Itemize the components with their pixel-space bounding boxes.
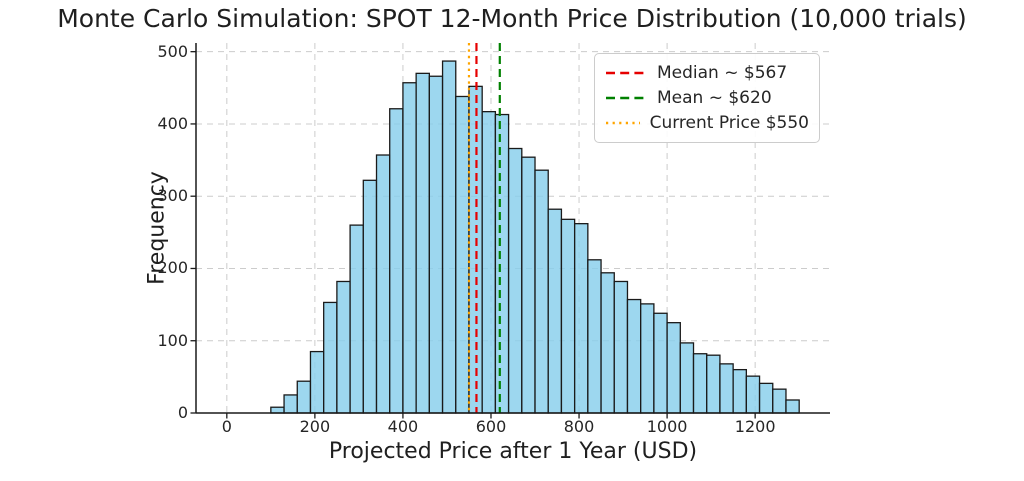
- histogram-bar: [428, 75, 444, 414]
- histogram-bar: [772, 388, 787, 414]
- legend: Median ~ $567 Mean ~ $620 Current Price $5…: [594, 53, 820, 143]
- x-tick-label: 0: [221, 417, 232, 436]
- y-tick-label: 200: [157, 258, 188, 278]
- histogram-bar: [745, 375, 761, 414]
- histogram-bar: [415, 72, 430, 414]
- histogram-bar: [653, 312, 668, 414]
- current-price-line-legend-sample: [606, 121, 640, 125]
- y-tick-label: 300: [157, 186, 188, 206]
- y-tick-label: 0: [177, 403, 188, 422]
- histogram-bar: [402, 82, 417, 414]
- x-tick-label: 800: [563, 417, 595, 436]
- legend-label: Median ~ $567: [657, 63, 788, 83]
- histogram-bar: [441, 60, 457, 414]
- x-tick-label: 1200: [734, 417, 776, 436]
- histogram-bar: [389, 108, 404, 414]
- histogram-bar: [587, 259, 602, 414]
- histogram-bar: [521, 156, 536, 414]
- histogram-bar: [547, 208, 563, 414]
- histogram-bar: [375, 154, 391, 414]
- histogram-bar: [719, 363, 734, 414]
- median-line-legend-sample: [606, 71, 646, 75]
- legend-label: Current Price $550: [649, 113, 809, 133]
- histogram-bar: [785, 399, 800, 414]
- histogram-bar: [534, 169, 549, 414]
- histogram-plot: [190, 43, 830, 419]
- legend-item: Median ~ $567: [605, 62, 809, 84]
- histogram-bar: [336, 280, 351, 414]
- legend-label: Mean ~ $620: [657, 88, 772, 108]
- histogram-bar: [270, 406, 285, 414]
- histogram-bar: [296, 380, 312, 414]
- histogram-bar: [494, 113, 510, 414]
- chart-title: Monte Carlo Simulation: SPOT 12-Month Pr…: [57, 4, 967, 33]
- histogram-bar: [455, 95, 470, 414]
- histogram-bar: [573, 223, 589, 414]
- histogram-bar: [666, 322, 681, 414]
- y-tick-label: 100: [157, 330, 188, 350]
- x-tick-label: 400: [387, 417, 419, 436]
- histogram-bar: [362, 179, 378, 414]
- legend-item: Current Price $550: [605, 112, 809, 134]
- histogram-bar: [679, 342, 695, 414]
- x-tick-label: 1000: [646, 417, 688, 436]
- x-tick-label: 200: [299, 417, 331, 436]
- x-tick-label: 600: [475, 417, 507, 436]
- histogram-bar: [507, 147, 523, 414]
- histogram-bar: [600, 272, 615, 414]
- legend-item: Mean ~ $620: [605, 87, 809, 109]
- histogram-bar: [323, 301, 338, 414]
- histogram-bar: [732, 368, 747, 414]
- histogram-bar: [640, 303, 655, 414]
- histogram-bar: [692, 353, 708, 414]
- histogram-bar: [283, 394, 298, 414]
- histogram-bar: [560, 218, 576, 414]
- x-axis-label: Projected Price after 1 Year (USD): [328, 439, 698, 464]
- histogram-bar: [706, 354, 721, 414]
- mean-line-legend-sample: [606, 96, 646, 100]
- histogram-bar: [758, 382, 774, 414]
- y-tick-label: 500: [157, 41, 188, 61]
- y-tick-label: 400: [157, 113, 188, 133]
- histogram-bar: [309, 350, 325, 414]
- histogram-bar: [481, 111, 497, 414]
- histogram-bar: [349, 224, 364, 414]
- histogram-bar: [613, 280, 629, 414]
- histogram-bar: [626, 298, 642, 414]
